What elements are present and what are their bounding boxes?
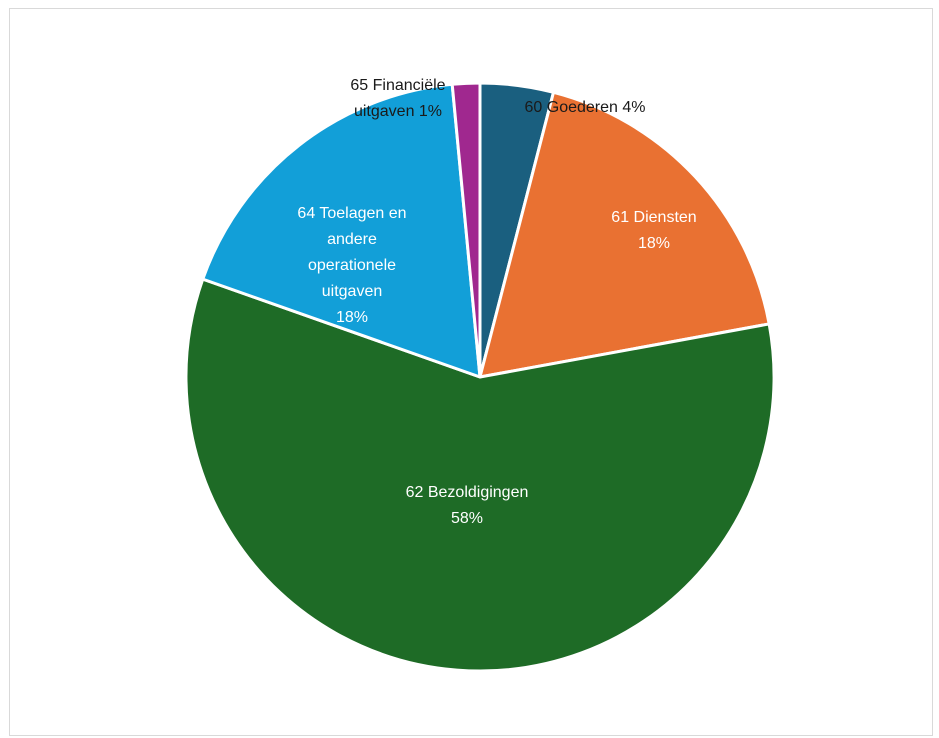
slice-data-label: 61 Diensten 18% <box>611 209 696 252</box>
pie-slice <box>201 82 482 379</box>
pie-slice <box>478 90 771 379</box>
slice-data-label: 64 Toelagen en andere operationele uitgaven… <box>297 205 406 326</box>
pie-slice <box>450 81 482 379</box>
slice-data-label: 60 Goederen 4% <box>525 99 646 116</box>
slice-data-label: 62 Bezoldigingen 58% <box>406 484 529 527</box>
slice-data-label: 65 Financiële uitgaven 1% <box>350 77 445 120</box>
pie-slice <box>184 277 776 673</box>
